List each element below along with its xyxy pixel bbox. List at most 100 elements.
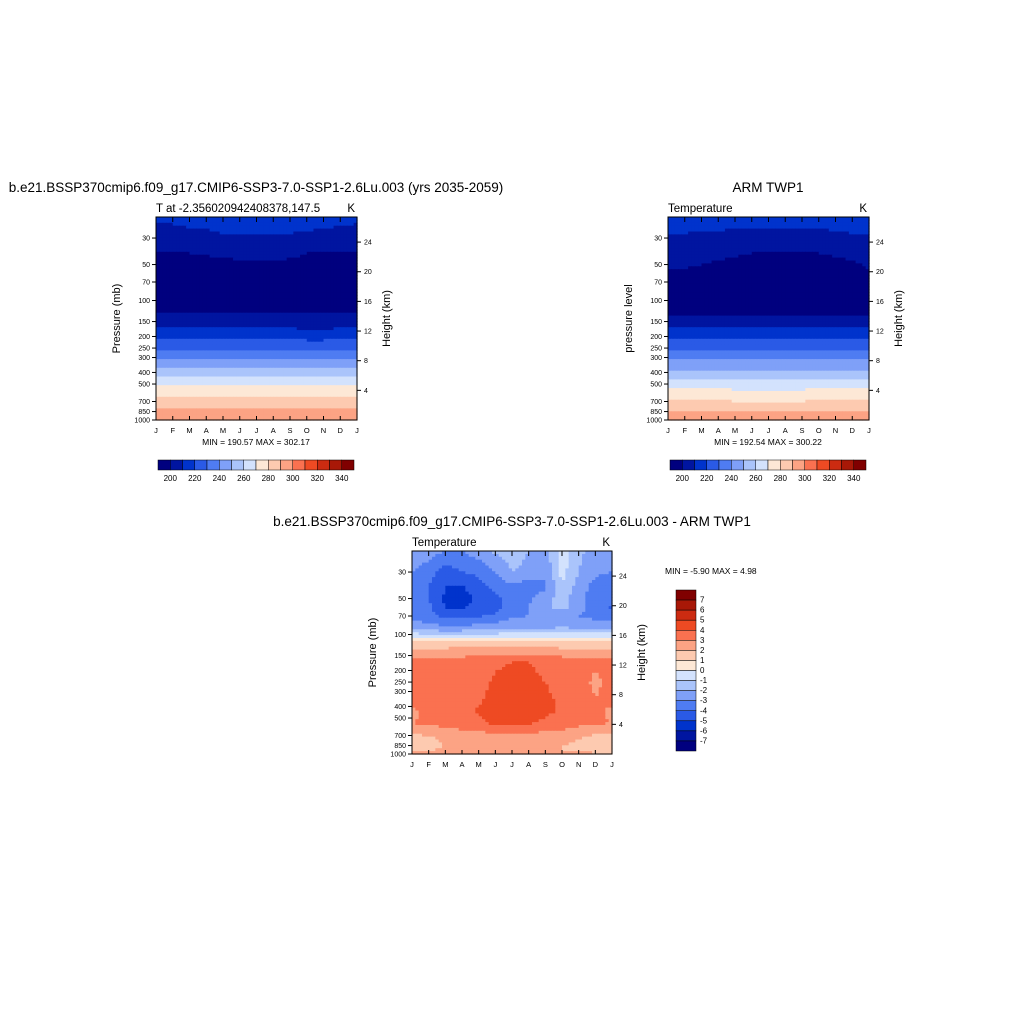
heatmap-cell [269, 399, 274, 404]
heatmap-cell [266, 396, 271, 401]
heatmap-cell [293, 402, 298, 407]
heatmap-cell [182, 402, 187, 407]
heatmap-cell [219, 269, 224, 273]
heatmap-cell [229, 373, 234, 378]
heatmap-cell [196, 391, 201, 395]
heatmap-cell [303, 228, 308, 233]
heatmap-cell [233, 405, 237, 409]
heatmap-cell [189, 289, 194, 293]
heatmap-cell [818, 222, 823, 227]
heatmap-cell [192, 405, 197, 409]
heatmap-cell [209, 260, 214, 264]
heatmap-cell [306, 396, 311, 401]
heatmap-cell [276, 347, 281, 351]
heatmap-cell [209, 338, 214, 343]
heatmap-cell [286, 388, 291, 392]
y-tick-label: 400 [138, 370, 150, 377]
heatmap-cell [350, 248, 355, 253]
heatmap-cell [805, 219, 810, 224]
heatmap-cell [323, 353, 328, 357]
heatmap-cell [176, 373, 181, 378]
heatmap-cell [249, 231, 254, 235]
heatmap-cell [199, 306, 204, 311]
heatmap-cell [229, 272, 234, 276]
heatmap-cell [336, 295, 341, 299]
heatmap-cell [353, 417, 358, 421]
heatmap-cell [768, 225, 773, 230]
heatmap-cell [313, 414, 318, 418]
heatmap-cell [269, 280, 274, 285]
heatmap-cell [256, 396, 261, 401]
heatmap-cell [788, 246, 793, 250]
heatmap-cell [273, 405, 278, 409]
heatmap-cell [343, 283, 348, 288]
heatmap-cell [303, 254, 308, 259]
heatmap-cell [156, 399, 160, 404]
heatmap-cell [778, 225, 783, 230]
heatmap-cell [684, 217, 689, 221]
heatmap-cell [283, 298, 288, 302]
heatmap-cell [293, 240, 298, 244]
heatmap-cell [273, 414, 278, 418]
heatmap-cell [310, 248, 315, 253]
heatmap-cell [276, 335, 281, 340]
y2-axis-title: Height (km) [381, 290, 393, 347]
heatmap-cell [253, 240, 258, 244]
heatmap-cell [316, 292, 321, 296]
heatmap-cell [343, 341, 348, 346]
heatmap-cell [336, 272, 341, 276]
heatmap-cell [166, 318, 170, 322]
heatmap-cell [179, 219, 184, 224]
heatmap-cell [172, 393, 177, 398]
heatmap-cell [253, 388, 258, 392]
heatmap-cell [266, 315, 271, 320]
heatmap-cell [735, 219, 739, 224]
heatmap-cell [196, 344, 201, 349]
heatmap-cell [718, 246, 723, 250]
heatmap-cell [196, 367, 201, 372]
heatmap-cell [172, 298, 177, 302]
heatmap-cell [259, 295, 264, 299]
heatmap-cell [199, 260, 204, 264]
heatmap-cell [226, 251, 231, 256]
heatmap-cell [223, 217, 227, 221]
heatmap-cell [293, 315, 298, 320]
heatmap-cell [316, 286, 321, 291]
heatmap-cell [330, 405, 335, 409]
heatmap-cell [704, 222, 709, 227]
heatmap-cell [189, 335, 194, 340]
heatmap-cell [216, 269, 221, 273]
heatmap-cell [688, 217, 693, 221]
heatmap-cell [340, 335, 345, 340]
heatmap-cell [202, 405, 207, 409]
heatmap-cell [691, 246, 696, 250]
heatmap-cell [209, 388, 214, 392]
heatmap-cell [229, 286, 234, 291]
heatmap-cell [350, 289, 355, 293]
heatmap-cell [290, 280, 294, 285]
heatmap-cell [316, 373, 321, 378]
heatmap-cell [159, 333, 164, 337]
heatmap-cell [350, 275, 355, 279]
heatmap-cell [186, 333, 191, 337]
heatmap-cell [346, 260, 351, 264]
heatmap-cell [186, 344, 191, 349]
heatmap-cell [313, 408, 318, 412]
heatmap-cell [300, 260, 304, 264]
heatmap-cell [818, 240, 823, 244]
heatmap-cell [340, 260, 345, 264]
heatmap-cell [326, 222, 331, 227]
heatmap-cell [259, 263, 264, 267]
heatmap-cell [156, 330, 160, 334]
heatmap-cell [253, 237, 258, 241]
heatmap-cell [172, 411, 177, 415]
heatmap-cell [346, 341, 351, 346]
heatmap-cell [199, 393, 204, 398]
y-tick-label: 150 [138, 319, 150, 326]
heatmap-cell [316, 309, 321, 314]
heatmap-cell [279, 347, 284, 351]
heatmap-cell [263, 373, 268, 378]
heatmap-cell [865, 240, 870, 244]
heatmap-cell [668, 243, 672, 247]
heatmap-cell [192, 272, 197, 276]
